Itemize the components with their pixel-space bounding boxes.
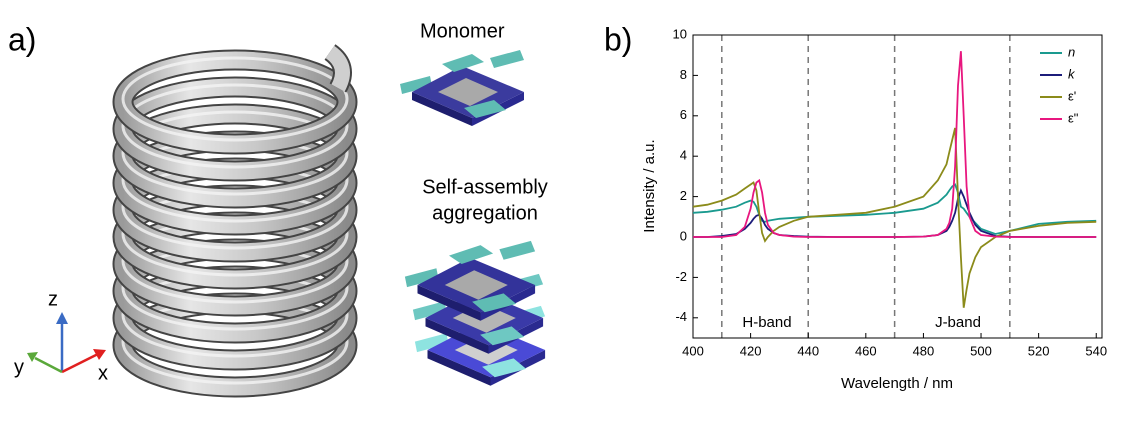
- x-tick-label: 540: [1085, 343, 1107, 358]
- coil-end: [325, 45, 350, 92]
- arm: [490, 50, 524, 68]
- arm: [464, 100, 506, 118]
- y-tick-label: -4: [675, 309, 687, 324]
- plot-frame: [692, 34, 1103, 339]
- arrowhead: [93, 349, 106, 360]
- x-tick-label: 440: [797, 343, 819, 358]
- arm: [482, 358, 527, 378]
- aggregation-label: aggregation: [432, 202, 538, 224]
- aggregation-label: Self-assembly: [422, 176, 548, 198]
- panel-label: b): [604, 21, 632, 57]
- core-center: [444, 270, 508, 300]
- aggregate: [404, 240, 546, 386]
- x-tick-label: 420: [740, 343, 762, 358]
- arm: [499, 240, 536, 260]
- x-tick-label: 480: [913, 343, 935, 358]
- y-tick-label: 0: [680, 228, 687, 243]
- panel-a: a) Monomer Self-assembly aggregation z y…: [8, 20, 548, 398]
- core-side: [417, 285, 481, 321]
- y-tick-label: 6: [680, 107, 687, 122]
- arm: [472, 293, 517, 313]
- core-side: [427, 350, 491, 386]
- panel-b: b) Wavelength / nm Intensity / a.u. H-ba…: [604, 21, 1107, 392]
- monomer: [400, 50, 524, 126]
- arrowhead: [27, 352, 38, 362]
- panel-label: a): [8, 21, 36, 57]
- legend-label: n: [1068, 44, 1075, 59]
- coil-highlight: [121, 83, 349, 169]
- y-tick-label: 4: [680, 148, 687, 163]
- coil-highlight: [121, 110, 349, 196]
- x-axis-label: Wavelength / nm: [841, 375, 953, 392]
- y-tick-label: 2: [680, 188, 687, 203]
- arrowhead: [56, 312, 68, 324]
- annotation: H-band: [742, 314, 791, 331]
- x-label: x: [98, 362, 108, 384]
- y-axis-label: Intensity / a.u.: [641, 139, 658, 232]
- arm: [400, 76, 432, 94]
- annotation: J-band: [935, 314, 981, 331]
- x-tick-label: 500: [970, 343, 992, 358]
- x-arrow: [61, 352, 99, 374]
- arm: [412, 301, 447, 321]
- y-tick-label: -2: [675, 269, 687, 284]
- y-tick-label: 10: [673, 26, 687, 41]
- monomer-label: Monomer: [420, 20, 505, 42]
- arm: [449, 245, 494, 264]
- series-line: [693, 51, 1097, 238]
- core-center: [438, 78, 498, 106]
- arm: [404, 268, 439, 288]
- x-tick-label: 520: [1028, 343, 1050, 358]
- core-side: [412, 92, 472, 126]
- legend-label: ε': [1068, 88, 1076, 103]
- y-tick-label: 8: [680, 67, 687, 82]
- series-line: [692, 127, 1097, 308]
- axis-triad: z y x: [14, 288, 108, 384]
- z-label: z: [48, 288, 58, 310]
- arm: [480, 326, 525, 346]
- legend-label: ε": [1068, 110, 1079, 125]
- y-label: y: [14, 356, 24, 378]
- x-tick-label: 400: [682, 343, 704, 358]
- legend-label: k: [1068, 66, 1076, 81]
- x-tick-label: 460: [855, 343, 877, 358]
- arm: [442, 54, 484, 72]
- arm: [414, 333, 449, 353]
- core-side: [425, 318, 489, 354]
- coil: [112, 44, 358, 398]
- coil-highlight: [121, 56, 349, 142]
- y-arrow: [34, 356, 63, 374]
